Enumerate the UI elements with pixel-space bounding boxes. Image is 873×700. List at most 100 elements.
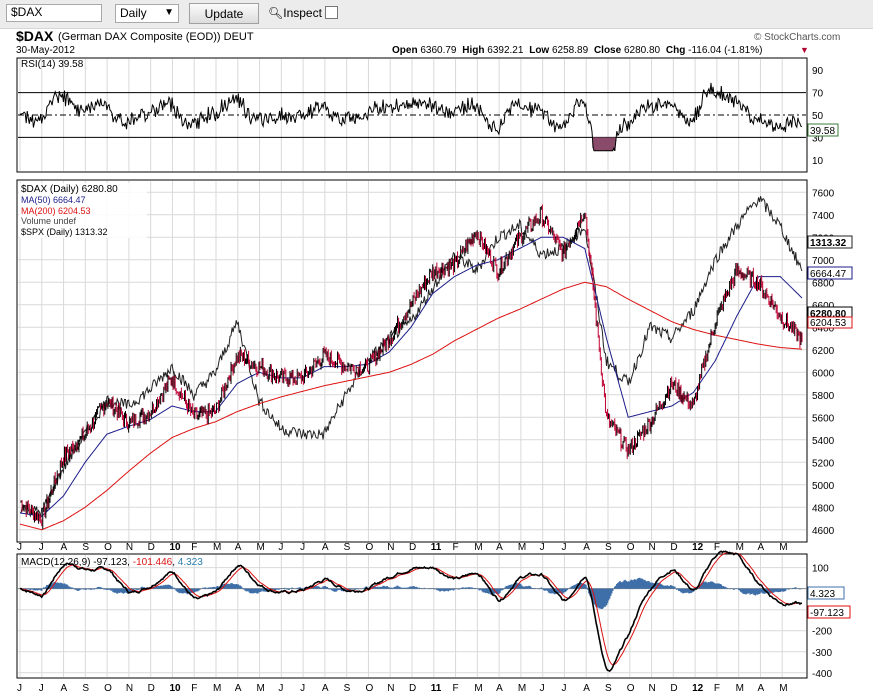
macd-label-hist: 4.323	[178, 557, 203, 568]
price-tick-label: 7600	[812, 188, 835, 199]
price-tick-label: 6200	[812, 346, 835, 357]
month-tick-label: J	[17, 542, 22, 553]
month-tick-label: J	[278, 542, 283, 553]
period-value: Daily	[120, 6, 147, 20]
month-tick-label: M	[736, 683, 744, 694]
month-tick-label: M	[736, 542, 744, 553]
rsi-tick-label: 50	[812, 111, 824, 122]
header-symbol: $DAX	[16, 28, 54, 44]
ma50-tag: 6664.47	[807, 266, 853, 280]
macd-label-prefix: MACD(12,26,9)	[21, 557, 90, 568]
ohlc-readout: Open 6360.79 High 6392.21 Low 6258.89 Cl…	[392, 45, 762, 56]
chg-label: Chg	[666, 45, 685, 56]
month-tick-label: M	[518, 542, 526, 553]
month-tick-label: S	[605, 542, 612, 553]
month-tick-label: F	[453, 683, 459, 694]
axes: 7600740072007000680066006400620060005800…	[17, 66, 835, 694]
close-value: 6280.80	[624, 45, 661, 56]
month-tick-label: N	[387, 683, 394, 694]
month-tick-label: O	[627, 542, 635, 553]
month-tick-label: 11	[431, 683, 442, 694]
month-tick-label: 11	[431, 542, 442, 553]
month-tick-label: A	[322, 683, 329, 694]
month-tick-label: A	[322, 542, 329, 553]
period-select[interactable]: Daily ▼	[115, 4, 179, 23]
month-tick-label: 12	[692, 542, 704, 553]
chevron-down-icon: ▼	[164, 7, 174, 18]
inspect-checkbox[interactable]	[324, 6, 338, 19]
month-tick-label: S	[82, 542, 89, 553]
legend-volume: Volume undef	[21, 216, 77, 226]
open-label: Open	[392, 45, 418, 56]
month-tick-label: J	[39, 542, 44, 553]
month-tick-label: S	[82, 683, 89, 694]
high-label: High	[462, 45, 484, 56]
month-tick-label: S	[605, 683, 612, 694]
month-tick-label: S	[344, 683, 351, 694]
month-tick-label: F	[714, 542, 720, 553]
down-arrow-icon: ▼	[800, 45, 809, 55]
month-tick-label: M	[257, 683, 265, 694]
close-tag-text: 6280.80	[810, 309, 847, 320]
price-tick-label: 5400	[812, 436, 835, 447]
rsi-tick-label: 30	[812, 133, 824, 144]
month-tick-label: J	[278, 683, 283, 694]
price-tick-label: 5200	[812, 458, 835, 469]
header-date: 30-May-2012	[16, 45, 75, 56]
month-tick-label: M	[213, 683, 221, 694]
month-tick-label: D	[148, 683, 155, 694]
ma200-tag: 6204.53	[807, 316, 853, 329]
macd-tag-text: -97.123	[810, 608, 844, 619]
month-tick-label: D	[409, 542, 416, 553]
price-tick-label: 6800	[812, 278, 835, 289]
symbol-input[interactable]: $DAX	[6, 4, 102, 22]
month-tick-label: A	[583, 542, 590, 553]
month-tick-label: A	[496, 683, 503, 694]
grid	[18, 59, 806, 677]
stock-chart: $DAX (German DAX Composite (EOD)) DEUT 3…	[16, 28, 853, 694]
update-button[interactable]: Update	[189, 3, 259, 24]
month-tick-label: M	[213, 542, 221, 553]
magnifier-icon: 🔍︎	[268, 6, 284, 20]
rsi-tick-label: 10	[812, 156, 824, 167]
inspect-toggle[interactable]: 🔍︎Inspect	[268, 6, 338, 20]
legend-ma50: MA(50) 6664.47	[21, 195, 86, 205]
close-label: Close	[594, 45, 622, 56]
month-tick-label: F	[191, 542, 197, 553]
month-tick-label: J	[39, 683, 44, 694]
price-tick-label: 5600	[812, 413, 835, 424]
month-tick-label: 12	[692, 683, 704, 694]
month-tick-label: A	[61, 683, 68, 694]
month-tick-label: J	[300, 683, 305, 694]
price-tick-label: 4600	[812, 526, 835, 537]
price-chart	[19, 196, 803, 531]
rsi-label: RSI(14) 39.58	[21, 59, 84, 70]
month-tick-label: D	[670, 542, 677, 553]
hist-tag-text: 4.323	[810, 589, 835, 600]
rsi-tag-text: 39.58	[810, 126, 835, 137]
macd-tick-label: -200	[812, 627, 832, 638]
price-tick-label: 6400	[812, 323, 835, 334]
low-label: Low	[529, 45, 549, 56]
month-tick-label: N	[387, 542, 394, 553]
month-tick-label: A	[235, 683, 242, 694]
macd-tag: -97.123	[807, 605, 851, 619]
month-tick-label: J	[540, 683, 545, 694]
price-tick-label: 6600	[812, 301, 835, 312]
price-tick-label: 7400	[812, 211, 835, 222]
macd-tick-label: 100	[812, 564, 829, 575]
month-tick-label: O	[104, 683, 112, 694]
month-tick-label: N	[649, 542, 656, 553]
month-tick-label: N	[649, 683, 656, 694]
close-tag: 6280.80	[807, 306, 853, 320]
ma50-line	[19, 236, 803, 517]
rsi-tick-label: 90	[812, 66, 824, 77]
legend-dax: $DAX (Daily) 6280.80	[21, 184, 118, 195]
month-tick-label: J	[561, 683, 566, 694]
low-value: 6258.89	[552, 45, 589, 56]
month-tick-label: M	[779, 542, 787, 553]
macd-tick-label: -300	[812, 648, 832, 659]
macd-label: MACD(12,26,9) -97.123, -101.446, 4.323	[21, 557, 203, 568]
month-tick-label: M	[474, 683, 482, 694]
month-tick-label: O	[365, 683, 373, 694]
